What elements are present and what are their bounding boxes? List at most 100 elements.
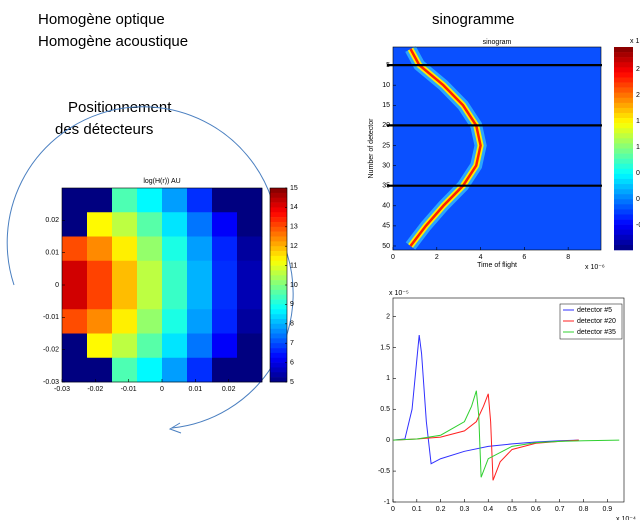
heat-cell <box>187 309 213 334</box>
y-tick-label: 0.5 <box>380 406 390 413</box>
y-axis-label: Number of detector <box>368 118 375 179</box>
y-tick-label: 25 <box>382 142 390 149</box>
colorbar-label: 2 <box>636 66 640 73</box>
x-tick-label: -0.03 <box>54 386 70 393</box>
x-tick-label: 0.5 <box>507 506 517 513</box>
colorbar-tick-label: 8 <box>290 321 294 328</box>
colorbar-segment <box>614 224 633 230</box>
heat-cell <box>162 285 188 310</box>
x-tick-label: 0.9 <box>602 506 612 513</box>
heat-cell <box>187 236 213 262</box>
colorbar-segment <box>614 87 633 93</box>
heat-cell <box>237 260 263 286</box>
colorbar-tick-label: 6 <box>290 359 294 366</box>
colorbar-segment <box>270 362 287 368</box>
y-tick-label: 10 <box>382 82 390 89</box>
colorbar-segment <box>614 173 633 180</box>
colorbar-segment <box>614 102 633 109</box>
colorbar-segment <box>614 112 633 119</box>
colorbar-segment <box>270 217 287 223</box>
colorbar-segment <box>614 107 633 114</box>
heat-cell <box>87 357 113 383</box>
colorbar-segment <box>614 214 633 220</box>
colorbar-segment <box>270 285 287 291</box>
colorbar-segment <box>614 72 633 78</box>
heat-cell <box>187 212 213 237</box>
x-tick-label: 8 <box>566 254 570 261</box>
colorbar-segment <box>270 275 287 281</box>
legend-label: detector #35 <box>577 329 616 336</box>
colorbar-segment <box>614 47 633 53</box>
x-tick-label: 0.01 <box>189 386 203 393</box>
y-tick-label: -0.03 <box>43 379 59 386</box>
colorbar-segment <box>614 52 633 58</box>
heat-cell <box>237 188 263 213</box>
colorbar-segment <box>270 333 287 339</box>
y-tick-label: -0.02 <box>43 347 59 354</box>
colorbar-segment <box>614 244 633 251</box>
heat-cell <box>112 236 138 262</box>
y-tick-label: -0.01 <box>43 314 59 321</box>
y-tick-label: 20 <box>382 122 390 129</box>
colorbar-label: 2 <box>636 92 640 99</box>
heat-cell <box>87 212 113 237</box>
colorbar-tick-label: 14 <box>290 204 298 211</box>
colorbar-segment <box>270 231 287 237</box>
heat-cell <box>212 357 238 383</box>
heat-cell <box>162 357 188 383</box>
colorbar-segment <box>270 352 287 359</box>
colorbar-segment <box>614 77 633 83</box>
slide-text: Homogène optique <box>38 11 165 28</box>
heat-cell <box>112 333 138 359</box>
colorbar-segment <box>614 158 633 165</box>
heat-cell <box>212 309 238 334</box>
colorbar-segment <box>614 92 633 99</box>
heat-cell <box>87 260 113 286</box>
heat-cell <box>212 236 238 262</box>
colorbar-segment <box>270 348 287 354</box>
heat-cell <box>137 260 163 286</box>
heat-cell <box>237 357 263 383</box>
heat-cell <box>87 333 113 359</box>
heat-cell <box>137 188 163 213</box>
y-tick-label: 45 <box>382 223 390 230</box>
heat-cell <box>112 285 138 310</box>
heat-cell <box>162 333 188 359</box>
colorbar-segment <box>270 251 287 257</box>
colorbar-segment <box>614 97 633 104</box>
colorbar-segment <box>270 241 287 247</box>
colorbar-segment <box>614 204 633 210</box>
heat-cell <box>62 236 88 262</box>
colorbar-segment <box>270 197 287 203</box>
heat-cell <box>237 333 263 359</box>
colorbar-segment <box>614 133 633 139</box>
heat-cell <box>87 309 113 334</box>
colorbar-segment <box>270 357 287 363</box>
heat-cell <box>237 309 263 334</box>
x-tick-label: 0.4 <box>483 506 493 513</box>
y-tick-label: 5 <box>386 62 390 69</box>
colorbar-segment <box>614 57 633 63</box>
colorbar-segment <box>270 377 287 383</box>
colorbar-segment <box>614 234 633 241</box>
x-tick-label: 0.6 <box>531 506 541 513</box>
y-tick-label: -0.5 <box>378 468 390 475</box>
arc-arrowhead <box>168 422 182 434</box>
x-tick-label: 4 <box>479 254 483 261</box>
y-tick-label: 35 <box>382 183 390 190</box>
colorbar-tick-label: 12 <box>290 243 298 250</box>
heat-cell <box>187 285 213 310</box>
colorbar-segment <box>614 148 633 154</box>
heat-cell <box>62 333 88 359</box>
colorbar-segment <box>614 209 633 215</box>
colorbar-segment <box>270 280 287 286</box>
chart-title: log(H(r)) AU <box>143 178 180 185</box>
plot-frame <box>392 46 602 251</box>
y-tick-label: 1.5 <box>380 344 390 351</box>
colorbar-segment <box>614 128 633 134</box>
y-tick-label: 50 <box>382 243 390 250</box>
heat-cell <box>187 188 213 213</box>
colorbar-segment <box>270 270 287 276</box>
series-line <box>392 393 579 481</box>
